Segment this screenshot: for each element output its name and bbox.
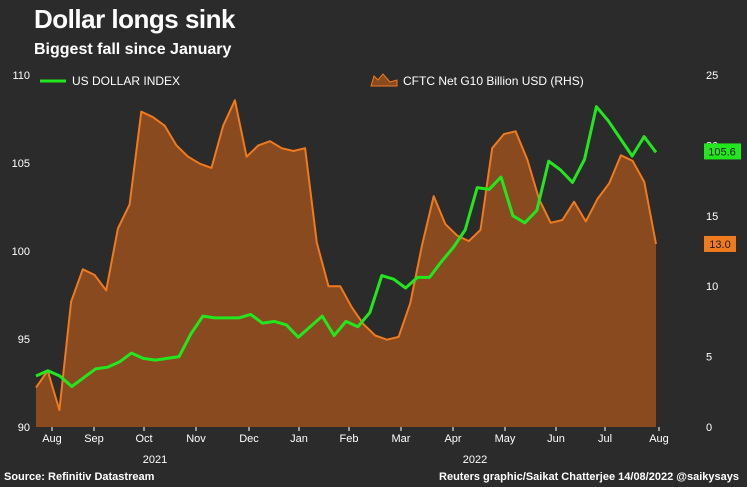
- x-tick-label: May: [495, 433, 516, 445]
- cftc-end-label: 13.0: [709, 239, 730, 251]
- x-tick-label: Aug: [42, 433, 62, 445]
- y-left-tick-label: 105: [12, 158, 30, 170]
- x-tick-label: Sep: [84, 433, 104, 445]
- year-label-2021: 2021: [143, 454, 167, 466]
- x-tick-label: Aug: [649, 433, 669, 445]
- y-right-tick-label: 0: [706, 422, 712, 434]
- y-right-tick-label: 25: [706, 70, 718, 82]
- chart-title: Dollar longs sink: [34, 4, 236, 34]
- year-label-2022: 2022: [463, 454, 487, 466]
- y-right-tick-label: 10: [706, 281, 718, 293]
- dollar-end-label: 105.6: [708, 146, 736, 158]
- chart-subtitle: Biggest fall since January: [34, 41, 232, 58]
- legend-cftc-label: CFTC Net G10 Billion USD (RHS): [403, 74, 584, 88]
- y-left-tick-label: 100: [12, 246, 30, 258]
- x-tick-label: Apr: [444, 433, 461, 445]
- dollar-index-line: [35, 105, 658, 388]
- x-tick-label: Feb: [340, 433, 359, 445]
- source-note: Source: Refinitiv Datastream: [4, 471, 155, 483]
- legend-cftc-swatch: [370, 73, 398, 87]
- cftc-line: [35, 99, 657, 412]
- y-left-tick-label: 110: [12, 70, 30, 82]
- x-tick-label: Jun: [547, 433, 565, 445]
- x-tick-label: Nov: [186, 433, 206, 445]
- y-left-tick-label: 90: [18, 422, 30, 434]
- x-tick-label: Jan: [290, 433, 308, 445]
- cftc-end-badge: [704, 235, 736, 252]
- x-tick-label: Mar: [392, 433, 411, 445]
- dollar-end-badge: [704, 143, 741, 160]
- legend-dollar-label: US DOLLAR INDEX: [72, 74, 180, 88]
- cftc-area: [36, 100, 656, 428]
- x-tick-label: Dec: [239, 433, 259, 445]
- y-right-tick-label: 5: [706, 352, 712, 364]
- credit-note: Reuters graphic/Saikat Chatterjee 14/08/…: [439, 471, 739, 483]
- y-left-tick-label: 95: [18, 334, 30, 346]
- x-tick-label: Jul: [598, 433, 612, 445]
- y-right-tick-label: 15: [706, 211, 718, 223]
- x-tick-label: Oct: [135, 433, 152, 445]
